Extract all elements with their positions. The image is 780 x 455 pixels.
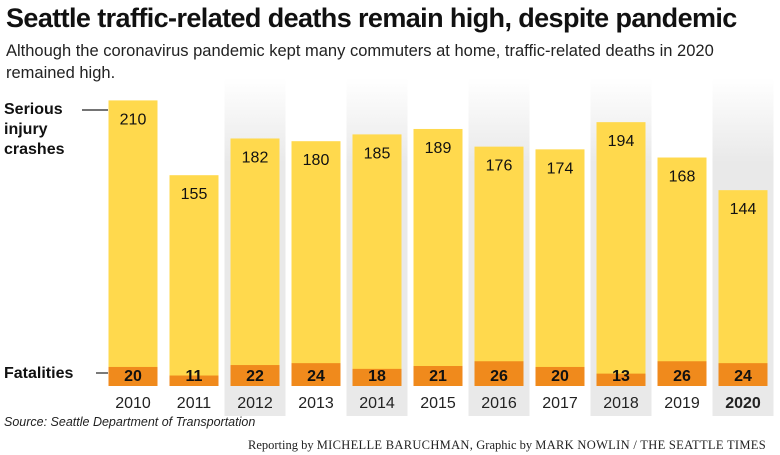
- fatalities-value-2013: 24: [307, 368, 325, 385]
- fatalities-value-2012: 22: [246, 368, 264, 385]
- fatalities-value-2014: 18: [368, 368, 386, 385]
- fatalities-bar-2017: [535, 366, 585, 386]
- serious-injury-bar-2014: [352, 134, 402, 386]
- x-axis: 2010 2011 2012 2013 2014 2015 2016 2017 2018 2019…: [115, 395, 761, 412]
- serious-injury-value-2011: 155: [181, 186, 208, 203]
- legend-serious-injury: Serious injury crashes: [4, 101, 65, 158]
- fatalities-value-2020: 24: [734, 368, 752, 385]
- fatalities-bar-2011: [169, 375, 219, 386]
- serious-injury-value-2017: 174: [547, 160, 574, 177]
- fatalities-bar-2013: [291, 363, 341, 386]
- x-tick-label-2011: 2011: [177, 395, 212, 412]
- serious-injury-bar-2020: [718, 190, 768, 386]
- fatalities-bar-2019: [657, 361, 707, 386]
- credit-reporting-prefix: Reporting by: [248, 438, 314, 452]
- fatalities-value-2018: 13: [612, 368, 630, 385]
- serious-injury-value-2012: 182: [242, 149, 269, 166]
- credit-line: Reporting by MICHELLE BARUCHMAN, Graphic…: [248, 438, 766, 453]
- fatalities-value-2019: 26: [673, 368, 691, 385]
- serious-injury-bar-2018: [596, 122, 646, 386]
- x-tick-label-2020: 2020: [725, 395, 761, 412]
- serious-injury-value-2019: 168: [669, 169, 696, 186]
- x-tick-label-2017: 2017: [542, 395, 578, 412]
- source-note: Source: Seattle Department of Transporta…: [4, 415, 256, 429]
- serious-injury-bar-2019: [657, 157, 707, 386]
- fatalities-value-2010: 20: [124, 368, 142, 385]
- fatalities-bar-2014: [352, 368, 402, 386]
- chart-title: Seattle traffic-related deaths remain hi…: [6, 3, 737, 33]
- x-tick-label-2014: 2014: [359, 395, 395, 412]
- credit-reporter: MICHELLE BARUCHMAN,: [316, 438, 474, 452]
- serious-injury-value-2020: 144: [730, 201, 757, 218]
- chart-subtitle: Although the coronavirus pandemic kept m…: [6, 42, 714, 82]
- legend-fatalities: Fatalities: [4, 365, 73, 382]
- serious-injury-bar-2012: [230, 138, 280, 386]
- fatalities-value-2016: 26: [490, 368, 508, 385]
- serious-injury-value-2014: 185: [364, 145, 391, 162]
- serious-injury-bar-2015: [413, 128, 463, 386]
- legend-serious-injury-line: injury: [4, 121, 48, 138]
- fatalities-bar-2010: [108, 366, 158, 386]
- fatalities-value-2015: 21: [429, 368, 447, 385]
- serious-injury-bar-2010: [108, 100, 158, 387]
- fatalities-value-2011: 11: [186, 368, 203, 385]
- serious-injury-bar-2011: [169, 175, 219, 386]
- x-tick-label-2015: 2015: [420, 395, 456, 412]
- serious-injury-value-2010: 210: [120, 111, 147, 128]
- x-tick-label-2016: 2016: [481, 395, 517, 412]
- legend-serious-injury-line: Serious: [4, 101, 63, 118]
- serious-injury-bar-2016: [474, 146, 524, 386]
- serious-injury-value-2015: 189: [425, 140, 452, 157]
- x-tick-label-2012: 2012: [237, 395, 273, 412]
- fatalities-bar-2020: [718, 363, 768, 386]
- legend-serious-injury-line: crashes: [4, 141, 65, 158]
- serious-injury-value-2016: 176: [486, 158, 513, 175]
- value-labels: 210 20 155 11 182 22 180 24 185 18 189 21 176 26 174 20…: [120, 111, 757, 385]
- x-tick-label-2013: 2013: [298, 395, 334, 412]
- credit-graphic-author: MARK NOWLIN / THE SEATTLE TIMES: [535, 438, 766, 452]
- fatalities-bar-2015: [413, 366, 463, 386]
- credit-graphic-prefix: Graphic by: [476, 438, 533, 452]
- serious-injury-value-2018: 194: [608, 133, 635, 150]
- bars: [108, 100, 768, 387]
- serious-injury-value-2013: 180: [303, 152, 330, 169]
- fatalities-value-2017: 20: [551, 368, 569, 385]
- x-tick-label-2018: 2018: [603, 395, 639, 412]
- x-tick-label-2010: 2010: [115, 395, 151, 412]
- fatalities-bar-2018: [596, 373, 646, 386]
- fatalities-bar-2016: [474, 361, 524, 386]
- legend: Serious injury crashes Fatalities: [4, 101, 108, 382]
- serious-injury-bar-2013: [291, 141, 341, 386]
- x-tick-label-2019: 2019: [664, 395, 700, 412]
- fatalities-bar-2012: [230, 365, 280, 386]
- serious-injury-bar-2017: [535, 149, 585, 386]
